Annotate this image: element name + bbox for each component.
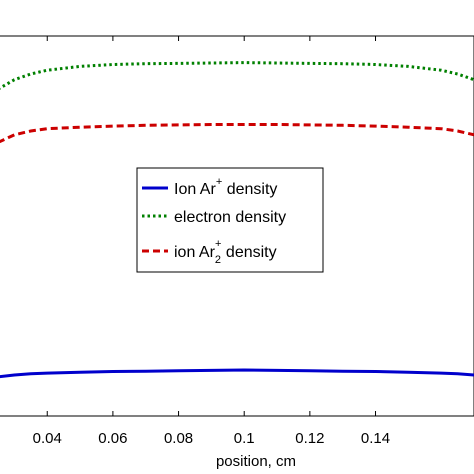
- x-tick-label: 0.1: [234, 430, 255, 447]
- x-axis: 0.04 0.06 0.08 0.1 0.12 0.14: [33, 36, 390, 447]
- x-tick-label: 0.12: [295, 430, 324, 447]
- series-layer: [0, 61, 474, 379]
- legend-box: [136, 167, 324, 273]
- x-tick-label: 0.06: [98, 430, 127, 447]
- legend-label-3: ion Ar2+ density: [174, 238, 277, 266]
- legend-label-2: electron density: [174, 209, 286, 226]
- legend-label-1: Ion Ar+ density: [174, 176, 277, 198]
- x-tick-label: 0.14: [361, 430, 390, 447]
- x-axis-label: position, cm: [216, 453, 296, 470]
- series-line-3: [0, 123, 474, 144]
- series-line-1: [0, 368, 474, 379]
- x-tick-label: 0.04: [33, 430, 62, 447]
- series-line-2: [0, 61, 474, 90]
- legend: Ion Ar+ density electron density ion Ar2+ …: [136, 167, 324, 273]
- x-tick-label: 0.08: [164, 430, 193, 447]
